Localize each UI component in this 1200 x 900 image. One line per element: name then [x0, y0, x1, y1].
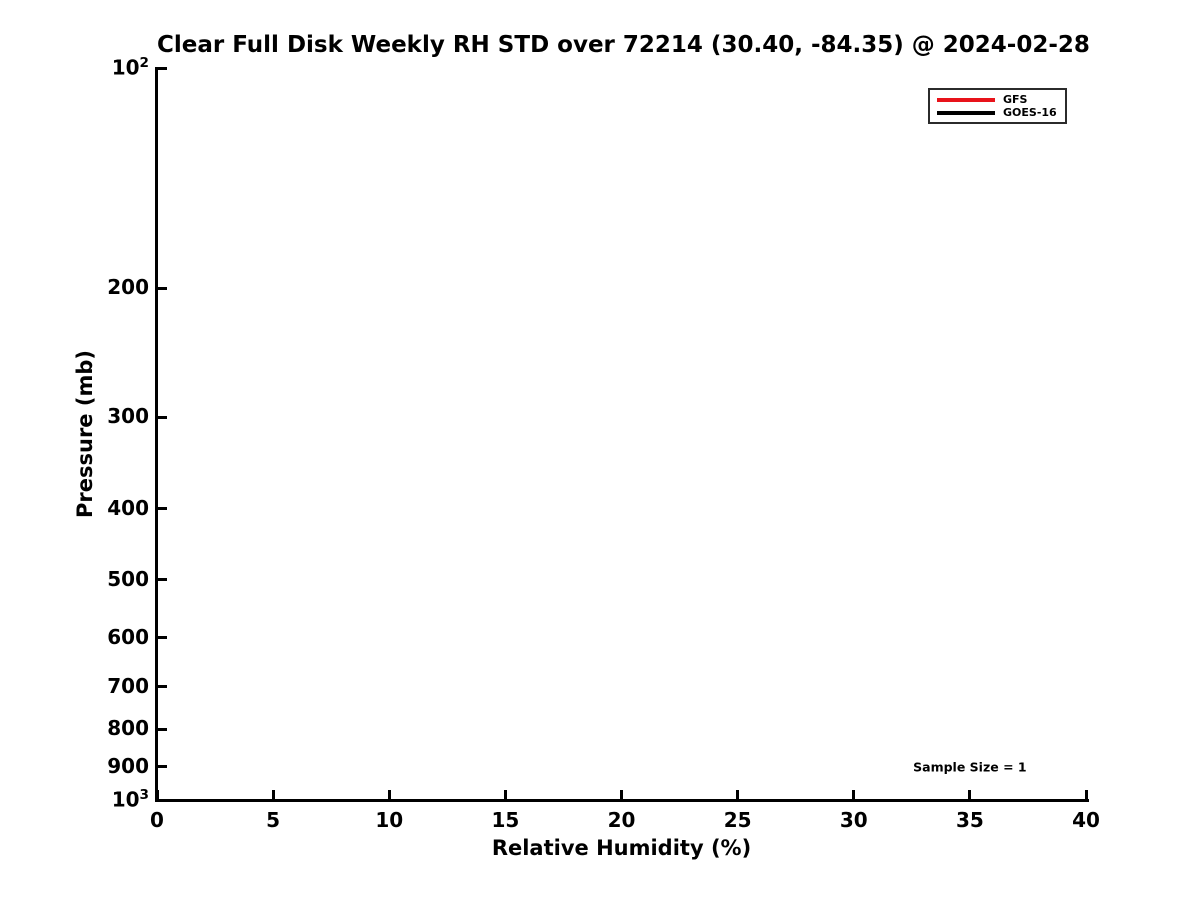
y-tick-label: 103 — [111, 786, 149, 812]
y-tick — [158, 765, 167, 768]
y-tick — [158, 798, 167, 802]
x-tick — [852, 790, 856, 799]
gfs-line-sample-icon — [937, 97, 995, 102]
y-tick — [158, 578, 167, 582]
y-tick — [158, 415, 167, 419]
y-tick — [158, 727, 167, 731]
y-tick-label: 600 — [107, 624, 149, 649]
x-tick-label: 10 — [375, 808, 404, 832]
x-tick-label: 40 — [1072, 808, 1100, 832]
legend-label-gfs: GFS — [1003, 93, 1028, 106]
x-tick — [155, 790, 159, 799]
y-tick — [158, 507, 167, 511]
series-layer — [157, 68, 1086, 800]
x-axis-label: Relative Humidity (%) — [491, 836, 752, 860]
plot-area: GFS GOES-16 Sample Size = 1 102 200 300 400… — [107, 56, 1100, 830]
x-tick-label: 20 — [607, 808, 636, 832]
y-tick-label: 500 — [107, 566, 149, 591]
y-tick — [158, 66, 167, 70]
y-tick — [158, 636, 167, 640]
x-tick — [968, 790, 972, 799]
y-tick-label: 700 — [107, 673, 149, 698]
legend-item-gfs: GFS — [937, 93, 1057, 106]
y-tick — [158, 286, 167, 290]
y-tick-label: 900 — [107, 753, 149, 778]
legend: GFS GOES-16 — [928, 88, 1067, 124]
y-tick-label: 800 — [107, 716, 149, 741]
x-tick — [387, 790, 391, 799]
sample-size-annotation: Sample Size = 1 — [913, 759, 1027, 774]
y-axis-spine — [155, 67, 158, 802]
goes16-line-sample-icon — [937, 110, 995, 115]
x-tick-label: 15 — [491, 808, 520, 832]
x-tick-label: 0 — [150, 808, 164, 832]
x-tick-label: 25 — [723, 808, 752, 832]
x-tick — [271, 790, 275, 799]
x-tick — [503, 790, 507, 799]
x-tick — [736, 790, 740, 799]
y-tick-label: 200 — [107, 275, 149, 300]
y-tick-label: 300 — [107, 404, 149, 429]
y-axis-label: Pressure (mb) — [73, 350, 97, 518]
x-tick — [1084, 790, 1088, 799]
y-tick-label: 102 — [111, 54, 149, 80]
legend-label-goes16: GOES-16 — [1003, 106, 1057, 119]
legend-item-goes16: GOES-16 — [937, 106, 1057, 119]
x-tick — [620, 790, 623, 799]
y-tick-label: 400 — [107, 495, 149, 520]
x-axis-spine — [155, 799, 1089, 802]
x-tick-label: 5 — [266, 808, 281, 832]
x-tick-label: 35 — [955, 808, 984, 832]
chart-title: Clear Full Disk Weekly RH STD over 72214… — [157, 32, 1090, 58]
x-tick-label: 30 — [839, 808, 868, 832]
y-tick — [158, 685, 167, 689]
